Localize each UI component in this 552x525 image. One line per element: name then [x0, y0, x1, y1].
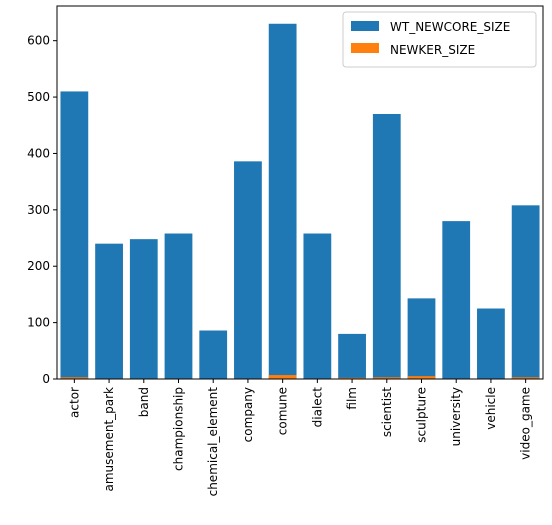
bar-wt-newcore-size-vehicle	[477, 308, 505, 379]
bar-newker-size-sculpture	[407, 376, 436, 379]
bar-wt-newcore-size-sculpture	[407, 298, 436, 379]
x-tick-label-video-game: video_game	[519, 387, 533, 460]
legend-frame	[342, 11, 537, 68]
legend-swatch-newker-size	[351, 43, 379, 53]
legend-label-newker-size: NEWKER_SIZE	[390, 43, 475, 57]
x-tick-label-company: company	[241, 387, 255, 442]
bar-newker-size-video-game	[511, 377, 540, 379]
x-tick-label-scientist: scientist	[380, 387, 394, 437]
bars	[60, 23, 540, 380]
bar-wt-newcore-size-dialect	[303, 233, 332, 379]
bar-wt-newcore-size-amusement-park	[95, 243, 123, 379]
plot-frame	[56, 5, 544, 380]
legend-label-wt-newcore-size: WT_NEWCORE_SIZE	[390, 20, 510, 34]
bar-newker-size-scientist	[372, 377, 401, 379]
y-tick-label-600: 600	[27, 34, 50, 48]
x-tick-label-championship: championship	[172, 387, 186, 471]
bar-wt-newcore-size-scientist	[372, 113, 401, 379]
bar-wt-newcore-size-chemical-element	[199, 330, 228, 379]
bar-wt-newcore-size-championship	[164, 233, 193, 379]
legend: WT_NEWCORE_SIZE NEWKER_SIZE	[342, 11, 537, 68]
y-tick-label-300: 300	[27, 203, 50, 217]
x-tick-label-film: film	[345, 387, 359, 410]
y-tick-label-100: 100	[27, 316, 50, 330]
bar-wt-newcore-size-video-game	[511, 205, 540, 379]
bar-wt-newcore-size-film	[338, 333, 366, 379]
y-tick-label-200: 200	[27, 259, 50, 273]
y-tick-label-0: 0	[42, 372, 50, 386]
x-tick-label-amusement-park: amusement_park	[102, 387, 116, 492]
x-tick-label-band: band	[137, 387, 151, 417]
x-tick-label-comune: comune	[276, 387, 290, 435]
y-tick-label-500: 500	[27, 90, 50, 104]
x-tick-label-sculpture: sculpture	[415, 387, 429, 443]
bar-newker-size-comune	[268, 375, 297, 379]
bar-newker-size-film	[338, 377, 366, 379]
x-tick-label-chemical-element: chemical_element	[206, 387, 220, 497]
x-tick-label-actor: actor	[67, 387, 81, 418]
bar-wt-newcore-size-comune	[268, 23, 297, 379]
y-tick-label-400: 400	[27, 146, 50, 160]
bar-wt-newcore-size-band	[129, 239, 158, 379]
legend-swatch-wt-newcore-size	[351, 21, 379, 31]
x-tick-label-university: university	[449, 387, 463, 446]
x-axis: actor amusement_park band championship chemi…	[67, 379, 533, 497]
bar-wt-newcore-size-company	[234, 161, 262, 379]
bar-wt-newcore-size-university	[442, 221, 471, 379]
x-tick-label-vehicle: vehicle	[484, 387, 498, 430]
y-axis: 0 100 200 300 400 500 600	[27, 34, 57, 386]
bar-wt-newcore-size-actor	[60, 91, 89, 380]
bar-newker-size-actor	[60, 377, 89, 379]
x-tick-label-dialect: dialect	[310, 387, 324, 428]
